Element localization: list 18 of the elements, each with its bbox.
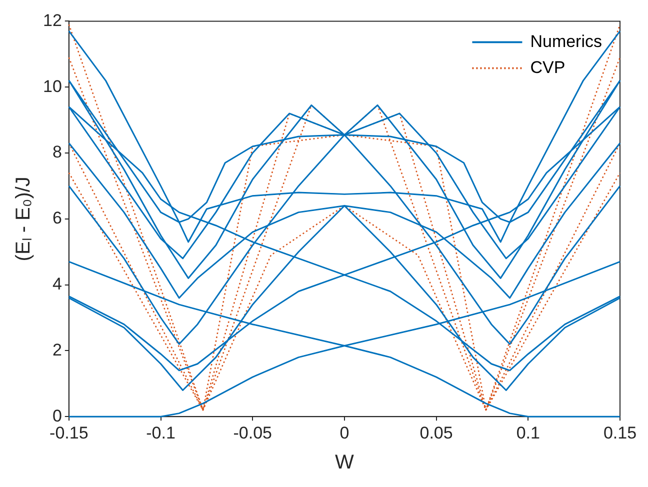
y-tick-label: 6 <box>52 208 62 228</box>
x-tick-label: -0.15 <box>50 423 88 442</box>
y-axis-title: (Eₗ - E₀)/J <box>12 176 35 262</box>
y-tick-label: 4 <box>52 274 62 294</box>
x-tick-label: -0.1 <box>146 423 176 442</box>
x-axis-title: W <box>335 452 354 474</box>
legend-label: Numerics <box>530 32 602 51</box>
x-tick-label: 0.1 <box>516 423 540 442</box>
y-tick-label: 2 <box>52 340 62 360</box>
y-tick-label: 0 <box>52 406 62 426</box>
x-tick-label: 0.05 <box>420 423 453 442</box>
x-tick-label: 0 <box>340 423 350 442</box>
y-tick-label: 10 <box>42 76 62 96</box>
y-tick-label: 12 <box>42 10 62 30</box>
x-tick-label: 0.15 <box>603 423 637 442</box>
x-tick-label: -0.05 <box>233 423 272 442</box>
y-tick-label: 8 <box>52 142 62 162</box>
legend-label: CVP <box>530 58 566 77</box>
